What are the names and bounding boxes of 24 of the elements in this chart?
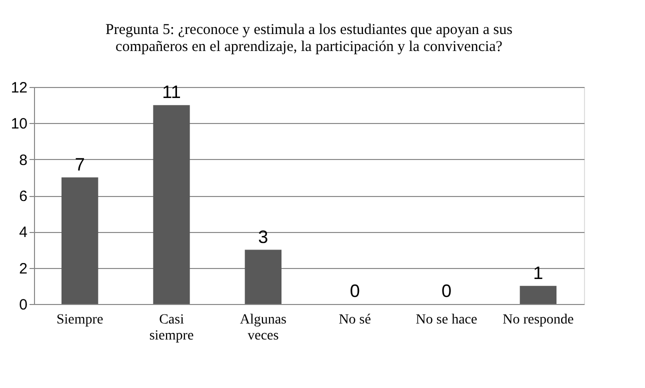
- bar: [153, 105, 190, 304]
- x-tick-label: Siempre: [56, 312, 104, 328]
- x-tick-label: No se hace: [416, 312, 478, 328]
- data-label: 1: [533, 262, 544, 283]
- x-tick-label: No responde: [502, 312, 574, 328]
- y-tick-label: 12: [10, 80, 28, 96]
- y-tick-label: 2: [19, 260, 28, 278]
- y-tick-label: 4: [19, 224, 28, 242]
- data-label: 3: [258, 226, 268, 247]
- bar: [62, 177, 98, 304]
- bar: [244, 250, 282, 304]
- data-label: 0: [441, 281, 452, 301]
- chart-title: Pregunta 5: ¿reconoce y estimula a los estudiantes que apoyan a sus compañeros en el aprendizaje, la participación y la convivencia?: [106, 22, 513, 55]
- y-tick-label: 10: [10, 116, 28, 133]
- x-tick-label: No sé: [338, 312, 371, 328]
- data-label: 11: [162, 82, 181, 102]
- y-tick-label: 6: [19, 188, 28, 205]
- y-tick-label: 8: [19, 152, 28, 169]
- data-label: 7: [74, 154, 85, 174]
- x-tick-label: Casi siempre: [149, 312, 194, 344]
- data-label: 0: [350, 281, 360, 301]
- y-tick-label: 0: [19, 296, 28, 314]
- x-tick-label: Algunas veces: [240, 312, 287, 344]
- bar: [520, 286, 556, 304]
